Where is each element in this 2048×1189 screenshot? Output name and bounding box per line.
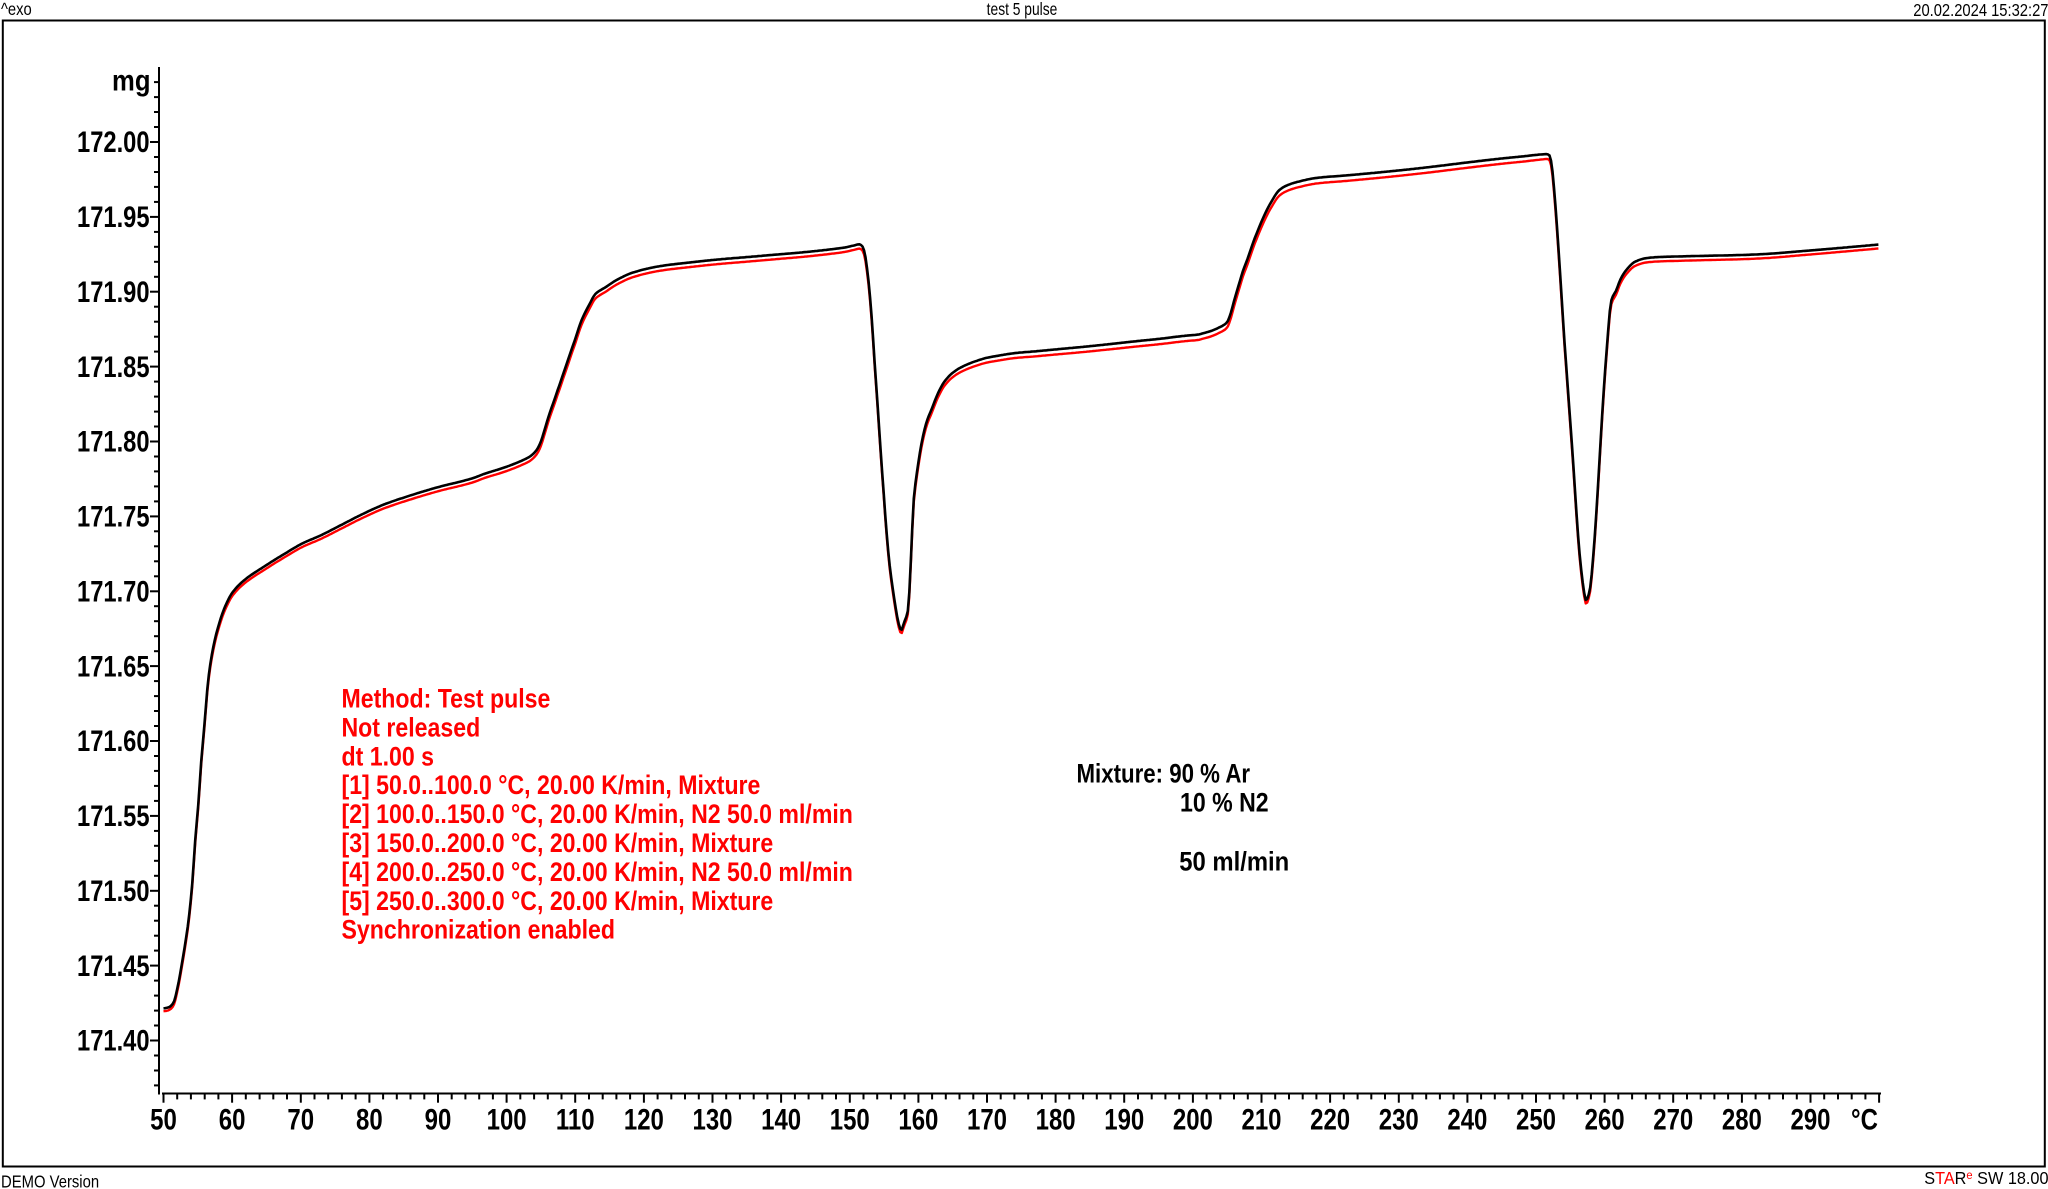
svg-text:160: 160 — [898, 1102, 938, 1136]
svg-text:171.55: 171.55 — [77, 799, 149, 832]
svg-text:290: 290 — [1790, 1102, 1830, 1136]
svg-text:[2] 100.0..150.0 °C, 20.00 K/m: [2] 100.0..150.0 °C, 20.00 K/min, N2 50.… — [342, 800, 853, 830]
svg-text:250: 250 — [1516, 1102, 1556, 1136]
svg-text:171.85: 171.85 — [77, 350, 149, 383]
svg-text:260: 260 — [1585, 1102, 1625, 1136]
svg-text:10 % N2: 10 % N2 — [1180, 788, 1269, 818]
svg-text:210: 210 — [1241, 1102, 1281, 1136]
svg-text:200: 200 — [1173, 1102, 1213, 1136]
svg-text:100: 100 — [487, 1102, 527, 1136]
svg-text:171.50: 171.50 — [77, 874, 149, 907]
svg-text:130: 130 — [692, 1102, 732, 1136]
svg-text:171.40: 171.40 — [77, 1024, 149, 1057]
svg-text:mg: mg — [112, 64, 150, 97]
svg-text:90: 90 — [425, 1102, 452, 1136]
svg-text:°C: °C — [1851, 1102, 1878, 1136]
svg-text:test 5 pulse: test 5 pulse — [987, 1, 1058, 20]
svg-text:80: 80 — [356, 1102, 383, 1136]
svg-text:70: 70 — [287, 1102, 314, 1136]
svg-text:171.80: 171.80 — [77, 425, 149, 458]
svg-text:171.95: 171.95 — [77, 200, 149, 233]
svg-text:[5] 250.0..300.0 °C, 20.00 K/m: [5] 250.0..300.0 °C, 20.00 K/min, Mixtur… — [342, 886, 774, 916]
svg-text:270: 270 — [1653, 1102, 1693, 1136]
svg-text:[1] 50.0..100.0 °C, 20.00 K/mi: [1] 50.0..100.0 °C, 20.00 K/min, Mixture — [342, 771, 761, 801]
svg-text:171.90: 171.90 — [77, 275, 149, 308]
svg-text:171.65: 171.65 — [77, 650, 149, 683]
svg-text:171.75: 171.75 — [77, 500, 149, 533]
svg-text:110: 110 — [556, 1102, 595, 1136]
svg-text:dt 1.00 s: dt 1.00 s — [342, 742, 434, 772]
svg-text:150: 150 — [830, 1102, 870, 1136]
svg-text:Mixture: 90 % Ar: Mixture: 90 % Ar — [1077, 760, 1251, 789]
svg-text:170: 170 — [967, 1102, 1007, 1136]
svg-text:DEMO Version: DEMO Version — [1, 1172, 99, 1189]
svg-text:Method: Test pulse: Method: Test pulse — [342, 684, 551, 714]
svg-text:171.45: 171.45 — [77, 949, 149, 982]
svg-text:60: 60 — [219, 1102, 246, 1136]
svg-text:140: 140 — [761, 1102, 801, 1136]
svg-text:Synchronization enabled: Synchronization enabled — [342, 915, 615, 945]
svg-text:STARe SW 18.00: STARe SW 18.00 — [1924, 1168, 2048, 1188]
svg-text:230: 230 — [1379, 1102, 1419, 1136]
svg-text:190: 190 — [1104, 1102, 1144, 1136]
svg-text:[4] 200.0..250.0 °C, 20.00 K/m: [4] 200.0..250.0 °C, 20.00 K/min, N2 50.… — [342, 857, 853, 887]
svg-text:20.02.2024 15:32:27: 20.02.2024 15:32:27 — [1913, 1, 2048, 20]
svg-text:180: 180 — [1036, 1102, 1076, 1136]
svg-text:Not released: Not released — [342, 713, 481, 743]
svg-text:50 ml/min: 50 ml/min — [1179, 847, 1289, 876]
svg-text:171.60: 171.60 — [77, 725, 149, 758]
svg-text:171.70: 171.70 — [77, 575, 149, 608]
svg-text:120: 120 — [624, 1102, 664, 1136]
svg-text:240: 240 — [1447, 1102, 1487, 1136]
svg-text:220: 220 — [1310, 1102, 1350, 1136]
svg-text:^exo: ^exo — [1, 0, 32, 19]
svg-text:280: 280 — [1722, 1102, 1762, 1136]
svg-text:172.00: 172.00 — [77, 126, 149, 159]
svg-text:50: 50 — [150, 1102, 177, 1136]
svg-text:[3] 150.0..200.0 °C, 20.00 K/m: [3] 150.0..200.0 °C, 20.00 K/min, Mixtur… — [342, 829, 774, 859]
